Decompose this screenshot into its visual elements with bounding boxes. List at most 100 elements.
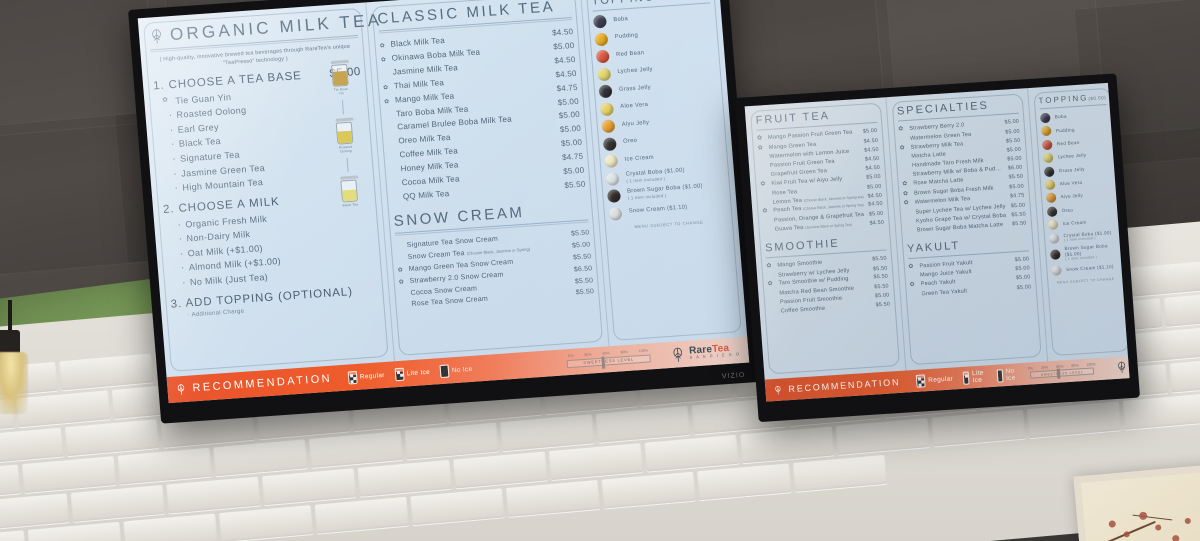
- cup-connector: [346, 158, 349, 173]
- topping-label: Crystal Boba ($1.00)( 1 item included ): [625, 167, 686, 184]
- item-price: $5.00: [1016, 283, 1032, 291]
- item-price: $5.00: [866, 173, 881, 181]
- topping-swatch-icon: [1048, 232, 1060, 244]
- sweetness-tick: 80%: [620, 350, 628, 355]
- ice-cup-liquid: [997, 370, 1003, 382]
- organic-title-row: ORGANIC MILK TEA: [148, 10, 383, 46]
- cup-label: Black Tea: [342, 202, 359, 208]
- ice-option[interactable]: Lite Ice: [962, 369, 988, 385]
- topping-note: ( 1 item included ): [627, 193, 667, 202]
- sweetness-knob-right[interactable]: [1056, 368, 1061, 380]
- recommended-icon: ✿: [902, 180, 908, 188]
- recommended-icon: ✿: [908, 263, 914, 270]
- item-price: $5.00: [552, 40, 575, 52]
- topping-label: Snow Cream ($1.10): [628, 204, 688, 215]
- brand-logo-left: RareTea S A N D I E G O: [670, 342, 741, 364]
- topping-list-right: Boba Pudding Red Bean Lychee Jelly Grass…: [1039, 109, 1119, 276]
- tea-cup-image: Roasted Oolong: [335, 117, 354, 154]
- sweetness-tick: 80%: [1071, 363, 1079, 368]
- topping-item: Snow Cream ($1.10): [1050, 261, 1119, 276]
- leaf-logo-icon: [673, 347, 682, 362]
- pane-fruit-tea: FRUIT TEA ✿ Mango Passion Fruit Green Te…: [745, 97, 905, 379]
- topping-label: Oreo: [622, 138, 638, 146]
- ice-cup-icon: [962, 370, 970, 385]
- leaf-logo-icon: [177, 383, 185, 395]
- item-price: $5.50: [1005, 137, 1021, 145]
- sweetness-label-left: SWEETNESS LEVEL: [583, 356, 635, 366]
- tea-cup-image: Black Tea: [340, 175, 358, 207]
- brand-subtitle: S A N D I E G O: [689, 352, 741, 360]
- ice-option[interactable]: Regular: [915, 372, 954, 388]
- cup-liquid: [332, 70, 348, 86]
- item-price: $4.75: [561, 151, 584, 163]
- ice-option[interactable]: Regular: [347, 368, 385, 385]
- ice-option-label: Lite Ice: [406, 368, 431, 377]
- topping-swatch-icon: [605, 171, 620, 186]
- topping-label: Aiyu Jelly: [621, 119, 650, 128]
- sweetness-tick: 0%: [1027, 366, 1034, 371]
- item-price: $4.50: [551, 27, 574, 38]
- item-price: $5.00: [560, 137, 583, 149]
- cup-glass: [340, 179, 359, 203]
- topping-list-left: Boba Pudding Red Bean Lychee Jelly Grass…: [592, 7, 727, 221]
- recommended-icon: ✿: [383, 98, 390, 105]
- item-price: $5.50: [875, 301, 891, 309]
- ice-option-label: Lite Ice: [971, 369, 984, 385]
- topping-swatch-icon: [608, 206, 623, 221]
- sweetness-control-right[interactable]: 0% 30% 50% 80% 100% SWEETNESS LEVEL: [1027, 362, 1097, 380]
- recommended-icon: ✿: [909, 281, 916, 289]
- topping-label: Pudding: [1055, 126, 1075, 133]
- topping-label: Oreo: [1061, 207, 1074, 214]
- ice-cup-icon: [439, 363, 450, 378]
- snow-cream-item-list: Signature Tea Snow Cream $5.50 Snow Crea…: [395, 227, 595, 312]
- recommended-icon: ✿: [899, 144, 906, 151]
- ice-option[interactable]: Lite Ice: [394, 365, 431, 381]
- topping-swatch-icon: [601, 119, 616, 134]
- recommended-icon: ✿: [379, 43, 386, 50]
- menu-display-left: ORGANIC MILK TEA ( High-quality, innovat…: [128, 0, 760, 424]
- ice-cup-liquid: [440, 365, 449, 377]
- item-price: $4.50: [869, 219, 885, 227]
- recommended-icon: ✿: [903, 200, 910, 207]
- menu-screen-left: ORGANIC MILK TEA ( High-quality, innovat…: [137, 0, 750, 404]
- topping-item: Snow Cream ($1.10): [608, 199, 727, 221]
- ice-cube-icon: [921, 385, 925, 388]
- ice-cup-icon: [996, 368, 1004, 383]
- ice-option[interactable]: No Ice: [439, 362, 473, 378]
- topping-swatch-icon: [1046, 206, 1058, 217]
- milk-list: Organic Fresh MilkNon-Dairy MilkOat Milk…: [176, 204, 377, 290]
- recommended-icon: ✿: [382, 84, 389, 92]
- item-price: $5.00: [562, 165, 585, 177]
- cup-liquid: [342, 189, 358, 202]
- sweetness-control-left[interactable]: 0% 30% 50% 80% 100% SWEETNESS LEVEL: [566, 349, 651, 369]
- ice-option[interactable]: No Ice: [996, 367, 1019, 383]
- item-price: $5.00: [1004, 118, 1020, 126]
- topping-label: Lychee Jelly: [1057, 152, 1087, 160]
- item-price: $5.00: [1014, 255, 1030, 263]
- item-price: $5.00: [1015, 274, 1031, 282]
- sweetness-tick: 50%: [602, 351, 610, 356]
- menu-display-right: FRUIT TEA ✿ Mango Passion Fruit Green Te…: [735, 73, 1141, 423]
- topping-swatch-icon: [592, 14, 607, 29]
- topping-label: Ice Cream: [1062, 219, 1087, 227]
- topping-swatch-icon: [594, 32, 609, 46]
- topping-title-row-right: TOPPING ($0.50): [1038, 92, 1106, 105]
- recommended-icon: ✿: [766, 262, 772, 270]
- sweetness-tick: 100%: [1086, 362, 1096, 367]
- wall-artwork: [1073, 463, 1200, 541]
- item-price: $5.50: [1011, 220, 1027, 227]
- item-price: $5.00: [559, 124, 582, 135]
- topping-label: Boba: [1054, 113, 1067, 120]
- topping-label: Red Bean: [615, 49, 645, 58]
- item-price: $5.00: [862, 127, 878, 135]
- topping-swatch-icon: [598, 84, 613, 99]
- topping-label: Aloe Vera: [620, 102, 649, 111]
- topping-note: ( 1 item included ): [1065, 255, 1098, 262]
- recommended-icon: ✿: [767, 281, 774, 288]
- sweetness-tick: 30%: [584, 352, 592, 358]
- pane-classic-milk-tea: CLASSIC MILK TEA ✿ Black Milk Tea $4.50 …: [365, 0, 609, 362]
- fruit-tea-item-list: ✿ Mango Passion Fruit Green Tea $5.00 ✿ …: [757, 127, 885, 235]
- smoothie-item-list: ✿ Mango Smoothie $5.50 Strawberry w/ Lyc…: [766, 254, 890, 317]
- topping-swatch-icon: [604, 154, 619, 169]
